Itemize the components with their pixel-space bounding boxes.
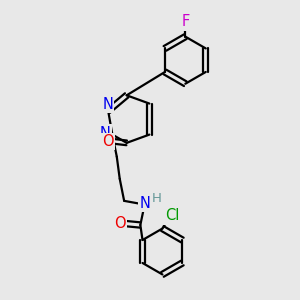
Text: N: N: [139, 196, 150, 211]
Text: O: O: [114, 216, 125, 231]
Text: Cl: Cl: [165, 208, 179, 224]
Text: O: O: [102, 134, 113, 149]
Text: N: N: [100, 126, 110, 141]
Text: N: N: [102, 97, 113, 112]
Text: F: F: [181, 14, 190, 29]
Text: H: H: [152, 192, 162, 205]
